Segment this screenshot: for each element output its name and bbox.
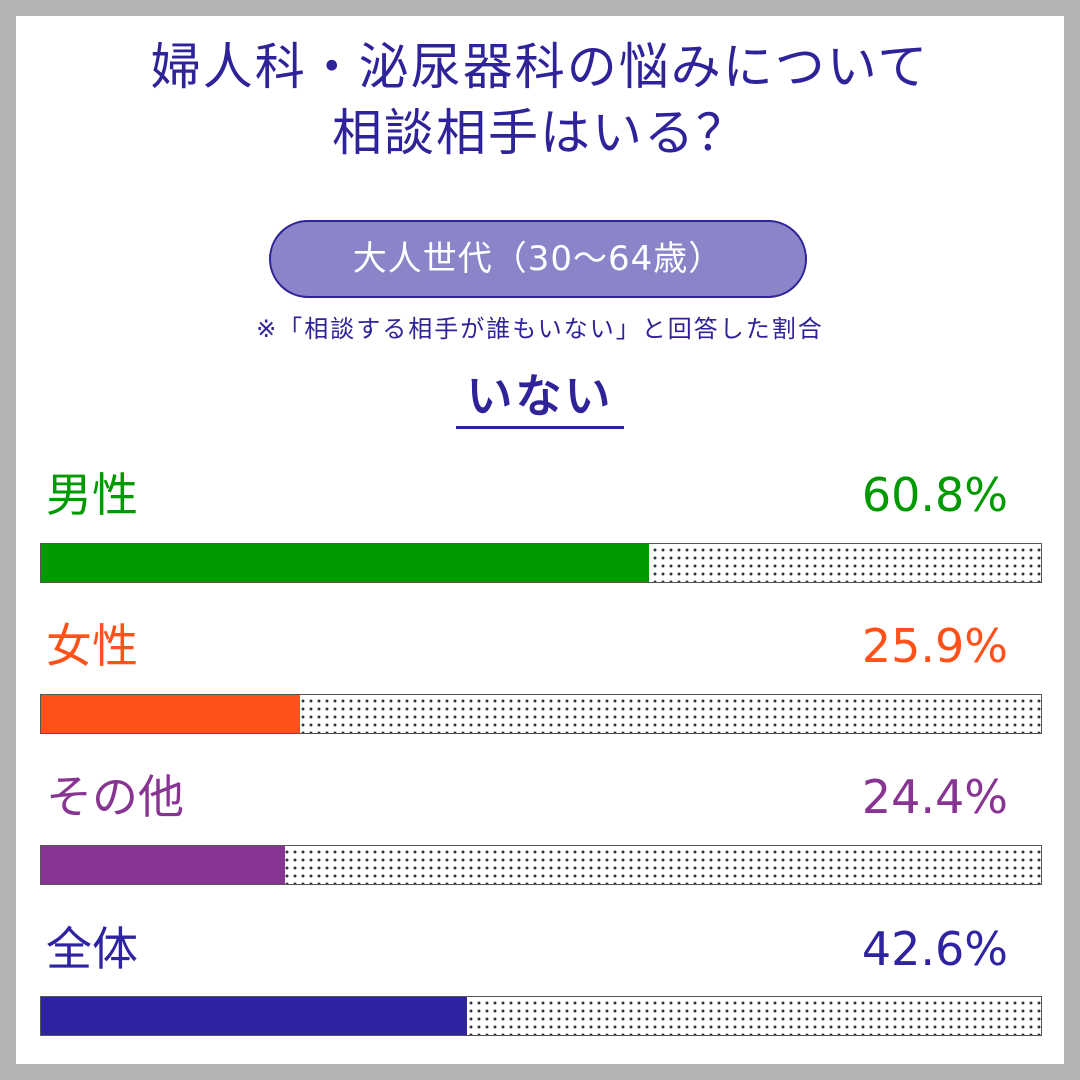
bar-category-label: 全体 [46,922,138,976]
bar-category-label: 男性 [46,468,138,522]
bar-track [40,543,1042,583]
bar-value-label: 60.8% [861,468,1008,522]
bar-track [40,845,1042,885]
bar-category-label: 女性 [46,619,138,673]
bar-track [40,694,1042,734]
bar-value-label: 24.4% [861,770,1008,824]
bar-value-label: 25.9% [861,619,1008,673]
bar-track [40,996,1042,1036]
chart-title: 婦人科・泌尿器科の悩みについて 相談相手はいる？ [0,34,1080,166]
measure-label-underline [456,426,624,429]
age-group-badge: 大人世代（30〜64歳） [269,220,807,298]
bar-value-label: 42.6% [861,922,1008,976]
measure-label: いない [466,369,614,423]
bar-fill [41,997,467,1035]
chart-title-line-2: 相談相手はいる？ [332,104,748,162]
bar-fill [41,544,649,582]
bar-fill [41,695,300,733]
bar-category-label: その他 [46,770,184,824]
bar-fill [41,846,285,884]
chart-note: ※「相談する相手が誰もいない」と回答した割合 [256,315,824,343]
chart-card [16,16,1064,1064]
chart-title-line-1: 婦人科・泌尿器科の悩みについて [150,38,930,96]
